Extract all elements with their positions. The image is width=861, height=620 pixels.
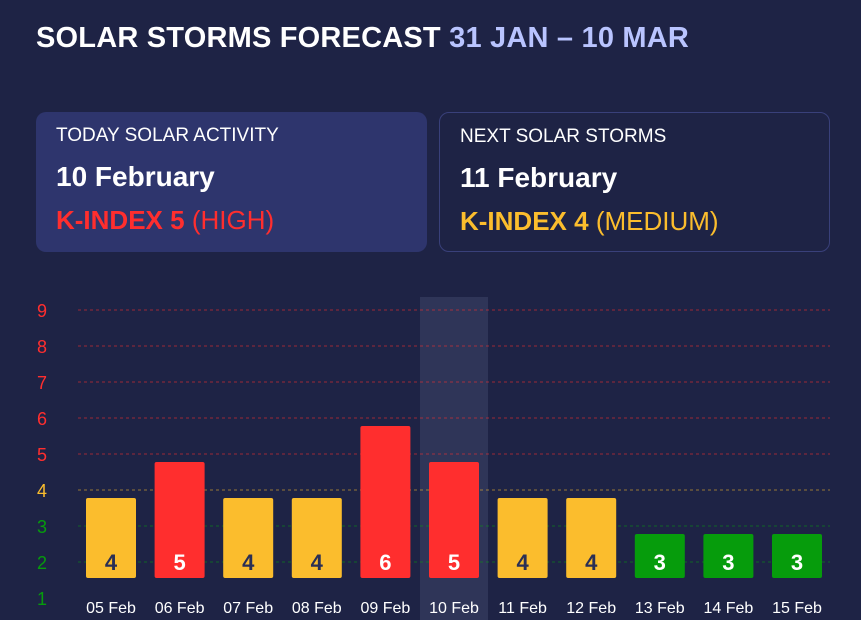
x-tick-label: 13 Feb [635, 600, 685, 617]
y-tick-label: 6 [37, 409, 47, 429]
today-card-date: 10 February [56, 161, 215, 192]
x-tick-label: 12 Feb [566, 600, 616, 617]
x-tick-label: 09 Feb [360, 600, 410, 617]
bar [86, 498, 136, 578]
bar-value-label: 4 [105, 550, 118, 575]
bar-value-label: 4 [311, 550, 324, 575]
bar-value-label: 3 [722, 550, 734, 575]
bar-value-label: 4 [585, 550, 598, 575]
bar-value-label: 5 [173, 550, 185, 575]
y-tick-label: 1 [37, 589, 47, 609]
title-text: SOLAR STORMS FORECAST [36, 22, 441, 54]
bar [497, 498, 548, 578]
x-tick-label: 07 Feb [223, 600, 273, 617]
next-k-index: K-INDEX 4 (MEDIUM) [460, 206, 809, 237]
y-tick-label: 3 [37, 517, 47, 537]
date-range: 31 JAN – 10 MAR [449, 22, 690, 54]
y-tick-label: 7 [37, 373, 47, 393]
bar [154, 462, 205, 578]
bar [566, 498, 617, 578]
x-tick-label: 15 Feb [772, 600, 822, 617]
next-k-value: K-INDEX 4 [460, 206, 589, 236]
x-tick-label: 11 Feb [498, 600, 547, 617]
today-card-label: TODAY SOLAR ACTIVITY [56, 125, 279, 146]
x-tick-label: 14 Feb [703, 600, 753, 617]
bar [772, 534, 822, 578]
y-tick-label: 2 [37, 553, 47, 573]
y-tick-label: 9 [37, 301, 47, 321]
x-tick-label: 05 Feb [86, 600, 136, 617]
k-index-bar-chart: 1 2 3 4 5 6 7 8 9 4 05 Feb 5 06 Feb 4 07 Feb 4 08 Feb 6 09… [37, 297, 830, 620]
bar-value-label: 4 [242, 550, 255, 575]
bar-value-label: 3 [791, 550, 803, 575]
today-k-level: (HIGH) [191, 205, 275, 235]
y-tick-label: 8 [37, 337, 47, 357]
bar-value-label: 5 [448, 550, 460, 575]
bar [634, 534, 685, 578]
x-tick-label: 10 Feb [429, 600, 479, 617]
bar-value-label: 6 [379, 550, 391, 575]
bar [223, 498, 274, 578]
next-card-label: NEXT SOLAR STORMS [460, 126, 667, 147]
bar-value-label: 3 [654, 550, 666, 575]
today-activity-card: TODAY SOLAR ACTIVITY 10 February K-INDEX… [36, 112, 427, 252]
next-storms-card: NEXT SOLAR STORMS 11 February K-INDEX 4 … [439, 112, 830, 252]
y-tick-label: 4 [37, 481, 47, 501]
bar [703, 534, 754, 578]
bar [291, 498, 342, 578]
page-title: SOLAR STORMS FORECAST 31 JAN – 10 MAR [36, 22, 689, 55]
y-tick-label: 5 [37, 445, 47, 465]
today-k-value: K-INDEX 5 [56, 205, 185, 235]
bar [429, 462, 479, 578]
today-k-index: K-INDEX 5 (HIGH) [56, 205, 407, 236]
bar [360, 426, 411, 578]
next-card-date: 11 February [460, 162, 618, 193]
next-k-level: (MEDIUM) [595, 206, 719, 236]
x-tick-label: 08 Feb [292, 600, 342, 617]
x-tick-label: 06 Feb [155, 600, 205, 617]
bar-value-label: 4 [516, 550, 529, 575]
